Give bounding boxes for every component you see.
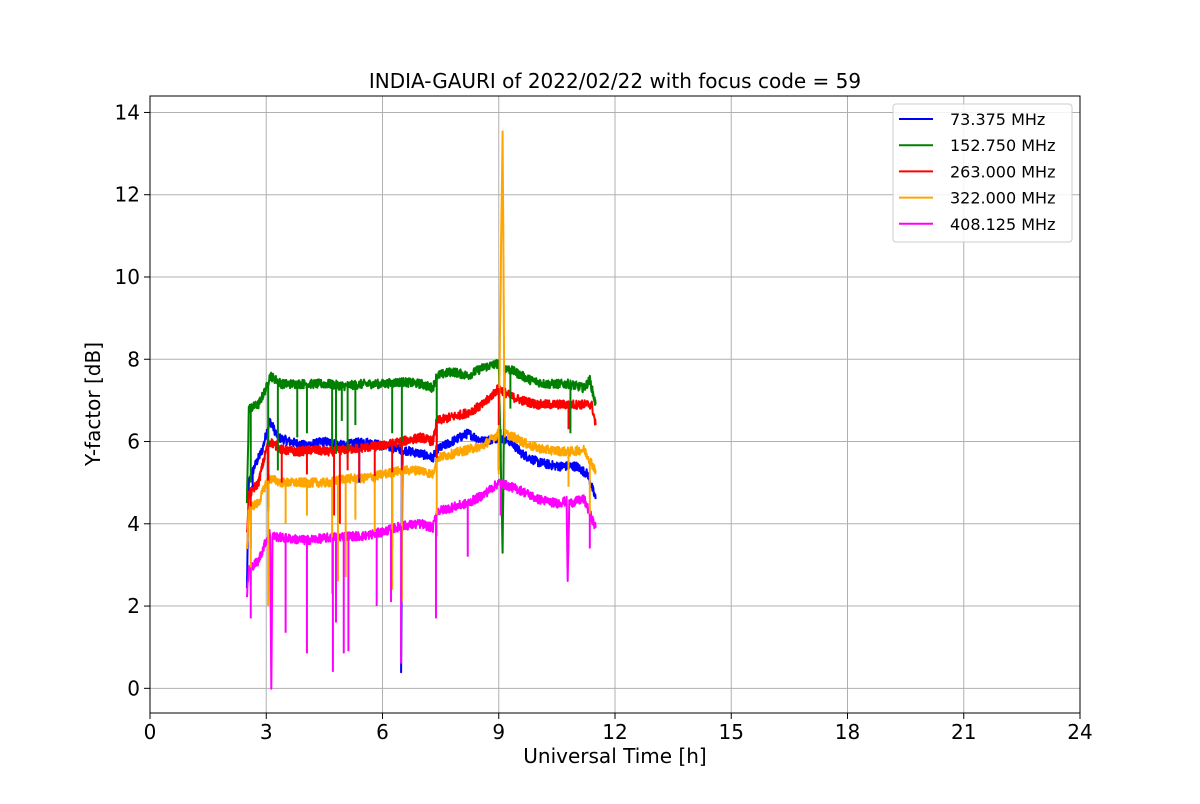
legend-label: 322.000 MHz xyxy=(950,189,1055,208)
x-tick-label: 21 xyxy=(951,720,976,744)
x-tick-label: 0 xyxy=(144,720,157,744)
series-line xyxy=(245,478,597,690)
y-tick-label: 14 xyxy=(115,100,140,124)
legend-label: 263.000 MHz xyxy=(950,162,1055,181)
y-tick-label: 0 xyxy=(127,676,140,700)
y-tick-label: 6 xyxy=(127,430,140,454)
y-tick-label: 12 xyxy=(115,183,140,207)
series-line xyxy=(245,130,597,550)
chart-title: INDIA-GAURI of 2022/02/22 with focus cod… xyxy=(369,69,861,93)
x-tick-label: 15 xyxy=(719,720,744,744)
x-tick-label: 24 xyxy=(1067,720,1092,744)
x-axis-label: Universal Time [h] xyxy=(523,744,706,768)
x-tick-label: 3 xyxy=(260,720,273,744)
x-tick-label: 9 xyxy=(492,720,505,744)
legend-label: 73.375 MHz xyxy=(950,110,1045,129)
y-tick-label: 4 xyxy=(127,512,140,536)
series-line xyxy=(245,384,597,533)
legend-box xyxy=(892,103,1073,243)
x-tick-label: 18 xyxy=(835,720,860,744)
y-tick-label: 8 xyxy=(127,347,140,371)
legend: 73.375 MHz 152.750 MHz 263.000 MHz 322.000 … xyxy=(892,103,1073,243)
y-tick-label: 10 xyxy=(115,265,140,289)
series-line xyxy=(245,359,597,554)
series-layer xyxy=(245,130,597,690)
legend-label: 408.125 MHz xyxy=(950,215,1055,234)
y-axis-label: Y-factor [dB] xyxy=(81,342,105,467)
x-tick-label: 12 xyxy=(602,720,627,744)
series-line xyxy=(245,417,597,674)
legend-label: 152.750 MHz xyxy=(950,136,1055,155)
y-tick-label: 2 xyxy=(127,594,140,618)
x-tick-label: 6 xyxy=(376,720,389,744)
